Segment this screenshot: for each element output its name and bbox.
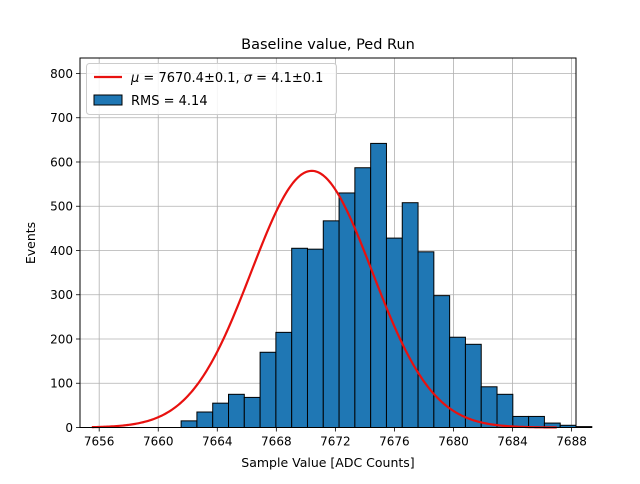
chart-title: Baseline value, Ped Run [241, 37, 415, 53]
legend-mu-value: 7670.4±0.1 [158, 71, 235, 86]
x-axis-label: Sample Value [ADC Counts] [241, 455, 414, 470]
histogram-bar [575, 426, 593, 428]
x-tick-label: 7676 [379, 435, 410, 449]
histogram-bar [243, 396, 261, 429]
y-tick-label: 700 [50, 111, 73, 125]
x-tick-label: 7684 [497, 435, 528, 449]
histogram-bar [464, 343, 482, 429]
histogram-bar [180, 420, 198, 428]
y-tick-label: 800 [50, 67, 73, 81]
plot-frame [79, 57, 577, 428]
histogram-bar [401, 202, 419, 428]
legend-box [86, 63, 337, 115]
histogram-bar [306, 248, 324, 428]
legend-sigma-value: 4.1±0.1 [271, 71, 323, 86]
y-tick-label: 0 [65, 421, 73, 435]
x-tick-label: 7660 [143, 435, 174, 449]
y-tick-label: 500 [50, 200, 73, 214]
y-axis-ticks: 0 100 200 300 400 500 600 700 800 [50, 67, 80, 435]
y-tick-label: 400 [50, 244, 73, 258]
y-tick-label: 100 [50, 377, 73, 391]
y-axis-label: Events [23, 222, 38, 264]
histogram-bar [385, 237, 403, 428]
gaussian-fit-curve [91, 169, 557, 429]
histogram-bar [275, 331, 293, 428]
legend: μ = 7670.4±0.1, σ = 4.1±0.1 RMS = 4.14 [86, 63, 337, 115]
y-tick-label: 200 [50, 332, 73, 346]
histogram-bar [196, 411, 214, 428]
y-tick-label: 600 [50, 155, 73, 169]
legend-histogram-swatch [93, 94, 123, 106]
histogram-bar [291, 247, 308, 428]
legend-histogram-label: RMS = 4.14 [131, 94, 208, 109]
y-tick-label: 300 [50, 288, 73, 302]
histogram-bar [322, 220, 340, 428]
histogram-bar [212, 402, 230, 429]
x-axis-ticks: 7656 7660 7664 7668 7672 7676 7680 7684 7688 [84, 427, 587, 449]
histogram-bar [338, 192, 356, 428]
histogram-bar [496, 393, 514, 428]
legend-fit-label: μ = 7670.4±0.1, σ = 4.1±0.1 [130, 71, 323, 86]
histogram-bar [480, 386, 498, 429]
histogram-bar [417, 251, 435, 428]
x-tick-label: 7672 [320, 435, 351, 449]
histogram-bar [228, 393, 245, 428]
x-tick-label: 7656 [84, 435, 115, 449]
histogram-bar [354, 167, 372, 428]
histogram-bar [259, 351, 277, 429]
x-tick-label: 7664 [202, 435, 233, 449]
x-tick-label: 7680 [438, 435, 469, 449]
x-tick-label: 7668 [261, 435, 292, 449]
x-tick-label: 7688 [556, 435, 587, 449]
histogram-bar [528, 415, 545, 429]
